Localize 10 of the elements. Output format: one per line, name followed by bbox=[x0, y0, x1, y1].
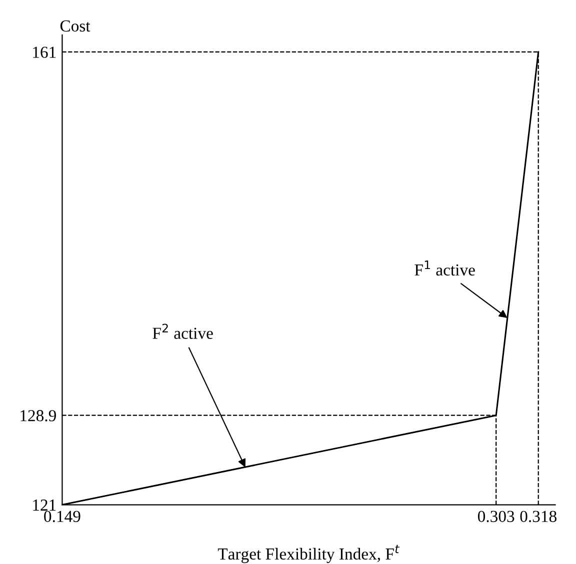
x-tick-label: 0.318 bbox=[520, 510, 556, 522]
x-tick-label: 0.149 bbox=[44, 510, 80, 522]
y-axis-title: Cost bbox=[60, 20, 90, 32]
y-tick-label: 161 bbox=[33, 46, 56, 58]
x-axis-title: Target Flexibility Index, F$^{t}$ bbox=[218, 544, 400, 564]
y-tick-label: 121 bbox=[33, 500, 56, 511]
annotation: F$^{2}$ active bbox=[152, 324, 213, 339]
annotation: F$^{1}$ active bbox=[414, 260, 475, 276]
x-tick-label: 0.303 bbox=[478, 510, 514, 522]
y-tick-label: 128.9 bbox=[20, 410, 56, 422]
